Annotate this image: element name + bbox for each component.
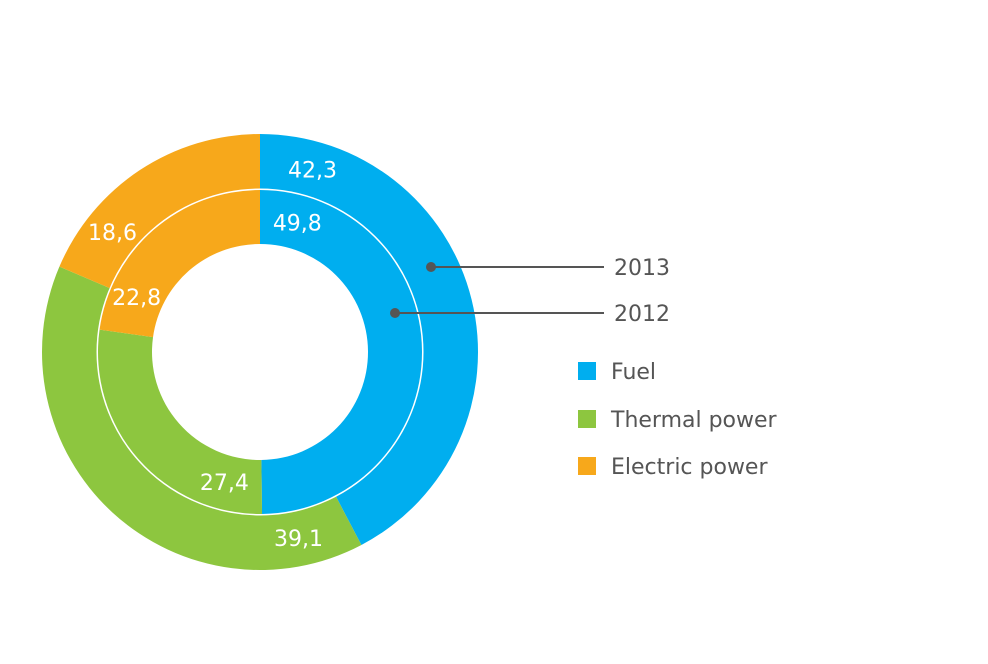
slice-label-2013-thermal-power: 39,1 <box>274 527 323 552</box>
slice-2013-thermal-power <box>41 266 362 570</box>
legend-swatch-fuel <box>578 362 596 380</box>
slice-label-2013-fuel: 42,3 <box>288 158 337 183</box>
callout-dot-2013 <box>426 262 436 272</box>
inner-ring-2012 <box>98 190 422 514</box>
outer-ring-2013 <box>41 134 478 570</box>
callout-2013: 2013 <box>426 256 670 281</box>
slice-2013-fuel <box>260 134 478 545</box>
legend-label-thermal-power: Thermal power <box>610 408 778 433</box>
slice-label-2013-electric-power: 18,6 <box>88 221 137 246</box>
legend-label-electric-power: Electric power <box>611 455 768 480</box>
legend-swatch-thermal-power <box>578 410 596 428</box>
legend-swatch-electric-power <box>578 457 596 475</box>
legend-label-fuel: Fuel <box>611 360 656 385</box>
slice-2012-electric-power <box>99 190 260 338</box>
callout-dot-2012 <box>390 308 400 318</box>
slice-label-2012-thermal-power: 27,4 <box>200 471 249 496</box>
slice-2012-thermal-power <box>98 329 263 514</box>
slice-2012-fuel <box>260 190 422 514</box>
ring-label-2012: 2012 <box>614 302 670 327</box>
slice-labels: 42,3 39,1 18,6 49,8 27,4 22,8 <box>88 158 337 552</box>
slice-label-2012-electric-power: 22,8 <box>112 286 161 311</box>
slice-label-2012-fuel: 49,8 <box>273 211 322 236</box>
ring-label-2013: 2013 <box>614 256 670 281</box>
callout-2012: 2012 <box>390 302 670 327</box>
slice-2013-electric-power <box>59 134 260 289</box>
legend: Fuel Thermal power Electric power <box>578 360 778 480</box>
